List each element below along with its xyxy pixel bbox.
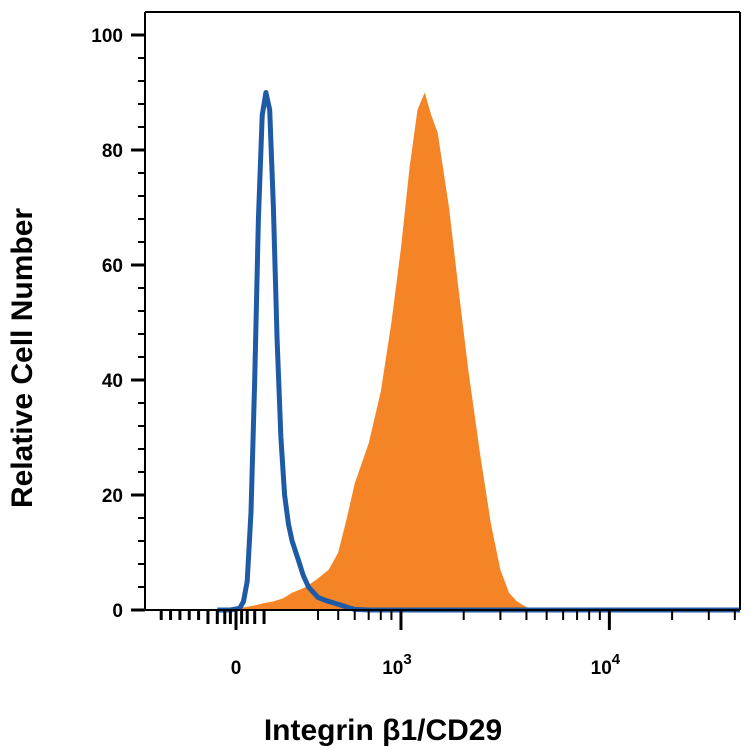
y-tick-label: 80: [102, 141, 123, 162]
stained-histogram-area: [217, 92, 741, 610]
control-histogram-outline: [217, 90, 740, 613]
series-layer: [217, 90, 741, 613]
y-tick-label: 40: [102, 371, 123, 392]
y-tick-label: 60: [102, 256, 123, 277]
x-tick-label: 103: [382, 651, 411, 679]
x-ticks: 0103104105: [159, 610, 736, 679]
y-tick-label: 0: [112, 601, 123, 622]
y-axis-title: Relative Cell Number: [6, 208, 39, 508]
y-tick-label: 100: [91, 26, 123, 47]
y-ticks: 0 20 40 60 80 100: [91, 26, 145, 622]
x-tick-label: 104: [591, 651, 621, 679]
axes-layer: [144, 11, 741, 611]
y-tick-label: 20: [102, 486, 123, 507]
x-tick-label: 0: [231, 658, 242, 679]
x-axis-title: Integrin β1/CD29: [264, 714, 502, 747]
